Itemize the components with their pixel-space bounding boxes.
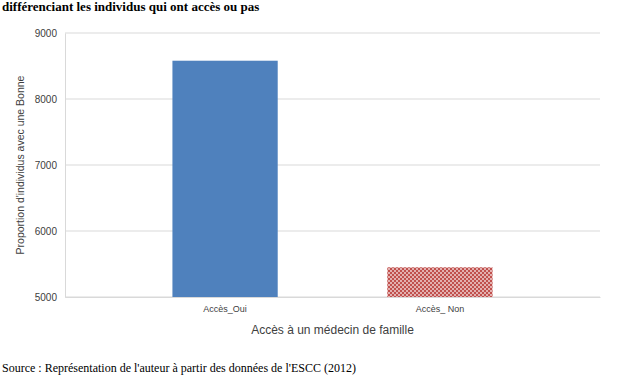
grid-line — [65, 231, 600, 232]
bars — [172, 61, 492, 297]
chart: 5000 6000 7000 8000 9000 Accès_Oui Accès_ Non P… — [0, 0, 629, 378]
x-axis: Accès_Oui Accès_ Non — [66, 297, 601, 314]
x-tick-label: Accès_Oui — [203, 304, 247, 314]
bar — [387, 267, 492, 297]
x-tick-label: Accès_ Non — [416, 304, 465, 314]
y-tick-label: 5000 — [35, 292, 58, 303]
y-tick: 7000 — [35, 160, 65, 171]
source: Source : Représentation de l'auteur à pa… — [2, 361, 356, 375]
y-axis-line — [65, 34, 66, 298]
grid-line — [65, 33, 600, 34]
grid-line — [65, 297, 600, 298]
grid — [65, 33, 600, 297]
x-axis-title: Accès à un médecin de famille — [251, 323, 414, 337]
y-tick: 9000 — [35, 28, 65, 39]
x-tick: Accès_ Non — [416, 297, 465, 314]
y-axis: 5000 6000 7000 8000 9000 — [35, 28, 66, 303]
y-tick-label: 7000 — [35, 160, 58, 171]
x-tick: Accès_Oui — [203, 297, 247, 314]
y-tick: 5000 — [35, 292, 65, 303]
y-tick-label: 6000 — [35, 226, 58, 237]
grid-line — [65, 165, 600, 166]
y-tick-label: 9000 — [35, 28, 58, 39]
title: différenciant les individus qui ont accè… — [2, 0, 259, 14]
y-tick-label: 8000 — [35, 94, 58, 105]
x-axis-line — [66, 297, 601, 298]
bar — [172, 61, 277, 297]
grid-line — [65, 99, 600, 100]
y-tick: 6000 — [35, 226, 65, 237]
y-tick: 8000 — [35, 94, 65, 105]
y-axis-title: Proportion d'individus avec une Bonne — [14, 75, 26, 254]
